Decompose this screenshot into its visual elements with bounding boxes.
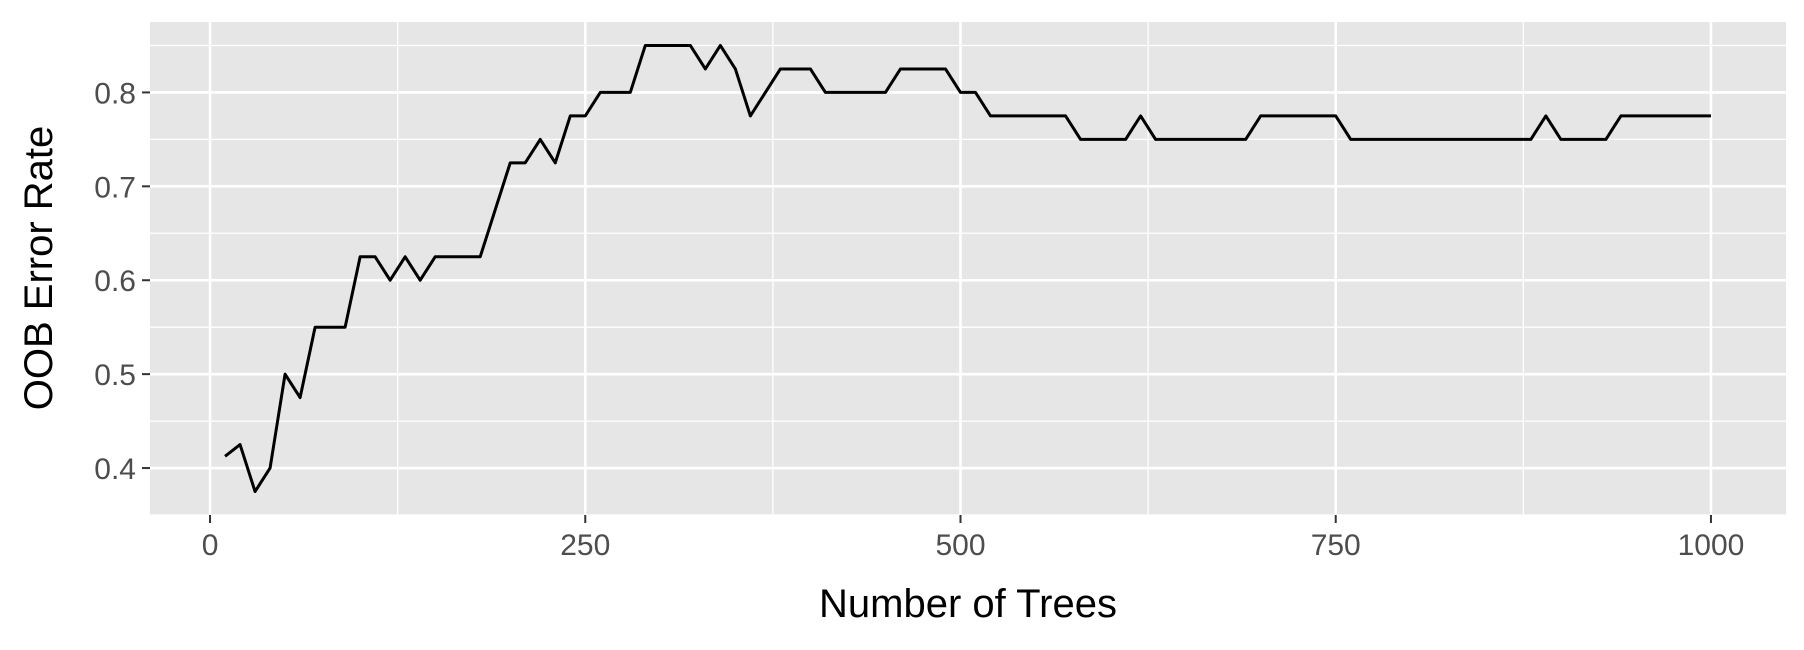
y-axis: 0.4 0.5 0.6 0.7 0.8	[94, 77, 150, 486]
y-tick-label: 0.4	[94, 453, 136, 486]
x-tick-label: 1000	[1678, 529, 1745, 562]
y-tick-label: 0.5	[94, 359, 136, 392]
panel-background	[150, 22, 1786, 515]
x-tick-label: 250	[560, 529, 610, 562]
x-tick-label: 750	[1311, 529, 1361, 562]
y-tick-label: 0.7	[94, 171, 136, 204]
x-tick-label: 0	[202, 529, 219, 562]
x-axis-title: Number of Trees	[819, 582, 1117, 626]
major-gridlines	[150, 22, 1786, 515]
y-tick-label: 0.8	[94, 77, 136, 110]
x-tick-label: 500	[935, 529, 985, 562]
y-tick-label: 0.6	[94, 265, 136, 298]
oob-error-line	[224, 43, 1711, 494]
x-axis: 0 250 500 750 1000	[202, 515, 1745, 562]
y-axis-title: OOB Error Rate	[17, 126, 61, 411]
